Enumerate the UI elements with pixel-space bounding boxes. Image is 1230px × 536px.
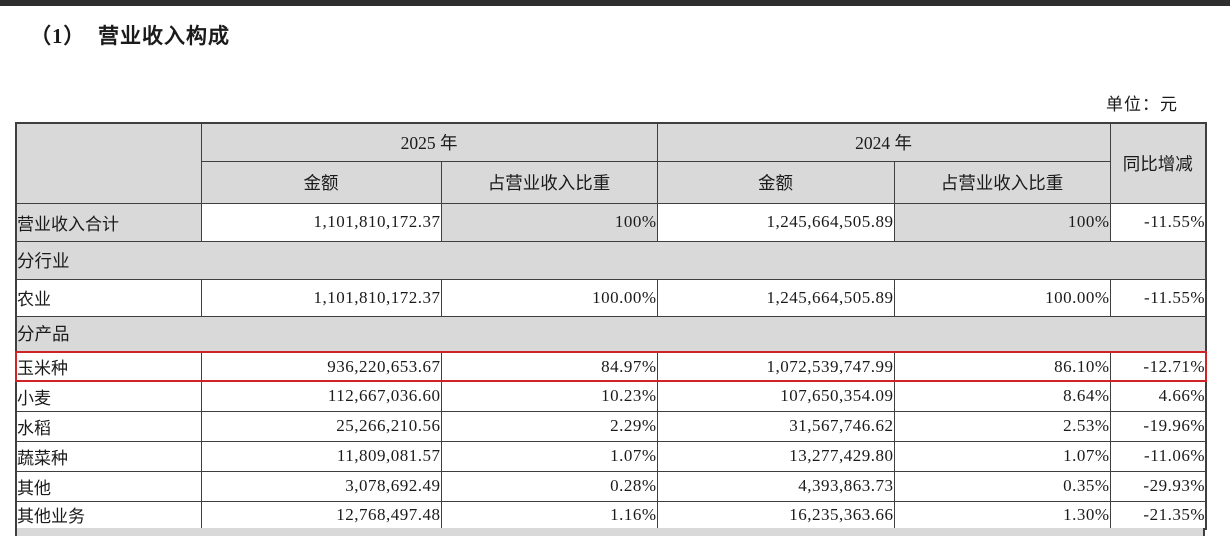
amount-2025: 112,667,036.60	[200, 380, 442, 412]
next-row-partial	[15, 528, 1205, 536]
row-label: 其他业务	[15, 500, 202, 530]
revenue-composition-table: 2025 年 2024 年 同比增减 金额 占营业收入比重 金额 占营业收入比重…	[15, 122, 1207, 530]
amount-2025: 1,101,810,172.37	[200, 202, 442, 242]
amount-2024: 4,393,863.73	[656, 470, 895, 502]
table-row: 玉米种 936,220,653.67 84.97% 1,072,539,747.99 8…	[15, 351, 1207, 382]
share-2025: 10.23%	[440, 380, 658, 412]
header-share-2025: 占营业收入比重	[440, 160, 658, 204]
amount-2025: 936,220,653.67	[200, 351, 442, 382]
share-2024: 1.07%	[893, 440, 1111, 472]
yoy-change: -11.06%	[1109, 440, 1207, 472]
header-row-years: 2025 年 2024 年 同比增减	[15, 122, 1207, 204]
share-2025: 2.29%	[440, 410, 658, 442]
amount-2025: 12,768,497.48	[200, 500, 442, 530]
section-row: 分产品	[15, 315, 1207, 353]
yoy-change: -11.55%	[1109, 202, 1207, 242]
amount-2025: 3,078,692.49	[200, 470, 442, 502]
header-yoy: 同比增减	[1109, 122, 1207, 204]
header-amount-2025: 金额	[200, 160, 442, 204]
header-year-2025: 2025 年	[200, 122, 658, 162]
amount-2024: 1,245,664,505.89	[656, 202, 895, 242]
header-row-columns: 金额 占营业收入比重 金额 占营业收入比重	[16, 160, 1206, 204]
header-year-2024: 2024 年	[656, 122, 1111, 162]
page-title: （1） 营业收入构成	[30, 24, 230, 48]
amount-2025: 25,266,210.56	[200, 410, 442, 442]
corner-cell	[15, 122, 202, 204]
yoy-change: -19.96%	[1109, 410, 1207, 442]
amount-2024: 31,567,746.62	[656, 410, 895, 442]
unit-label: 单位：元	[1106, 95, 1178, 114]
share-2024: 8.64%	[893, 380, 1111, 412]
yoy-change: 4.66%	[1109, 380, 1207, 412]
share-2025: 100.00%	[440, 278, 658, 317]
table-row: 其他 3,078,692.49 0.28% 4,393,863.73 0.35% -29.…	[15, 470, 1207, 502]
share-2025: 84.97%	[440, 351, 658, 382]
yoy-change: -11.55%	[1109, 278, 1207, 317]
table-row: 水稻 25,266,210.56 2.29% 31,567,746.62 2.53% -1…	[15, 410, 1207, 442]
share-2024: 1.30%	[893, 500, 1111, 530]
row-label: 水稻	[15, 410, 202, 442]
table-header: 2025 年 2024 年 同比增减 金额 占营业收入比重 金额 占营业收入比重	[15, 122, 1207, 204]
table-body: 营业收入合计 1,101,810,172.37 100% 1,245,664,505.…	[15, 202, 1207, 530]
share-2025: 1.16%	[440, 500, 658, 530]
section-label: 分产品	[15, 315, 1207, 353]
table-row: 农业 1,101,810,172.37 100.00% 1,245,664,505.8…	[15, 278, 1207, 317]
amount-2024: 1,072,539,747.99	[656, 351, 895, 382]
window-edge-strip	[0, 0, 1230, 6]
amount-2024: 13,277,429.80	[656, 440, 895, 472]
amount-2024: 16,235,363.66	[656, 500, 895, 530]
share-2025: 100%	[440, 202, 658, 242]
section-row: 分行业	[15, 240, 1207, 280]
row-label: 玉米种	[15, 351, 202, 382]
row-label: 小麦	[15, 380, 202, 412]
share-2025: 1.07%	[440, 440, 658, 472]
table-row: 蔬菜种 11,809,081.57 1.07% 13,277,429.80 1.07% -…	[15, 440, 1207, 472]
share-2024: 86.10%	[893, 351, 1111, 382]
share-2024: 2.53%	[893, 410, 1111, 442]
amount-2024: 1,245,664,505.89	[656, 278, 895, 317]
section-label: 分行业	[15, 240, 1207, 280]
header-share-2024: 占营业收入比重	[893, 160, 1111, 204]
table-row: 营业收入合计 1,101,810,172.37 100% 1,245,664,505.…	[15, 202, 1207, 242]
yoy-change: -29.93%	[1109, 470, 1207, 502]
amount-2025: 11,809,081.57	[200, 440, 442, 472]
amount-2024: 107,650,354.09	[656, 380, 895, 412]
row-label: 农业	[15, 278, 202, 317]
share-2024: 0.35%	[893, 470, 1111, 502]
share-2024: 100.00%	[893, 278, 1111, 317]
row-label: 其他	[15, 470, 202, 502]
share-2024: 100%	[893, 202, 1111, 242]
yoy-change: -12.71%	[1109, 351, 1207, 382]
yoy-change: -21.35%	[1109, 500, 1207, 530]
share-2025: 0.28%	[440, 470, 658, 502]
header-amount-2024: 金额	[656, 160, 895, 204]
row-label: 蔬菜种	[15, 440, 202, 472]
table-row: 其他业务 12,768,497.48 1.16% 16,235,363.66 1.30%…	[15, 500, 1207, 530]
amount-2025: 1,101,810,172.37	[200, 278, 442, 317]
row-label: 营业收入合计	[15, 202, 202, 242]
table-row: 小麦 112,667,036.60 10.23% 107,650,354.09 8.64…	[15, 380, 1207, 412]
